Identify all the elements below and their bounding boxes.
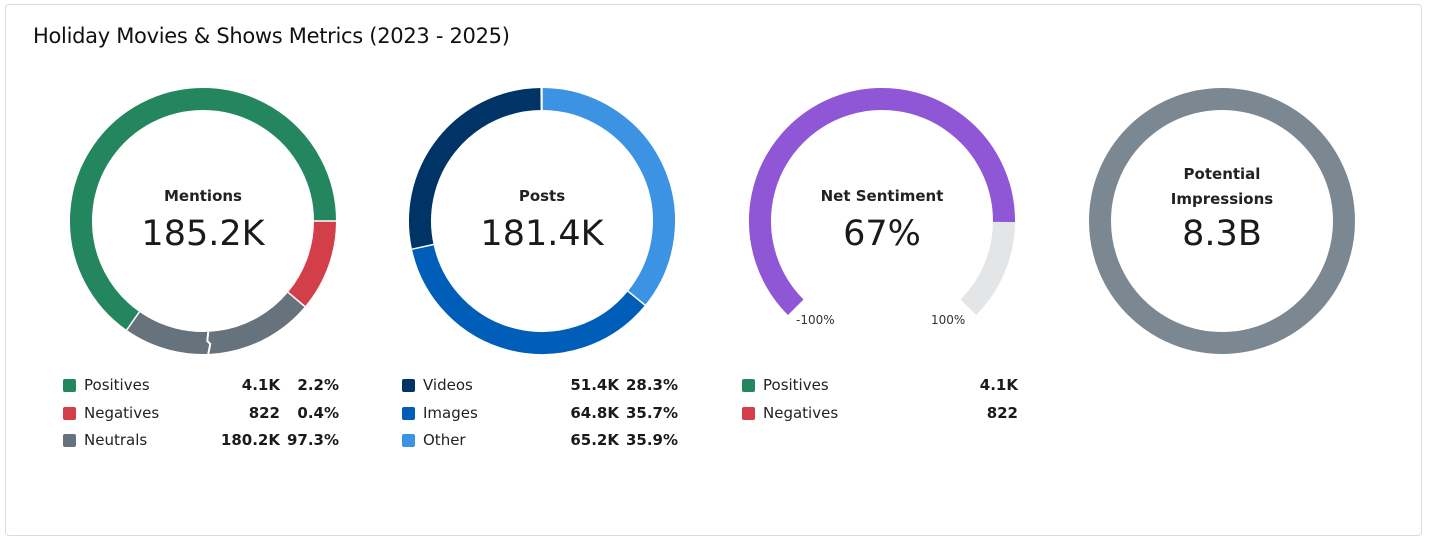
impressions-label-line2: Impressions — [1171, 190, 1273, 208]
gauge-max-label: 100% — [931, 313, 965, 327]
mentions-value: 185.2K — [53, 214, 353, 254]
legend-item-negatives[interactable]: Negatives 822 0.4% — [63, 404, 339, 432]
legend-item-positives[interactable]: Positives 4.1K — [742, 376, 1018, 404]
legend-label: Images — [423, 404, 478, 422]
posts-legend: Videos 51.4K 28.3% Images 64.8K 35.7% Other 6… — [402, 376, 678, 459]
legend-label: Neutrals — [84, 431, 147, 449]
legend-item-negatives[interactable]: Negatives 822 — [742, 404, 1018, 432]
legend-label: Videos — [423, 376, 473, 394]
mentions-legend: Positives 4.1K 2.2% Negatives 822 0.4% Neutr… — [63, 376, 339, 459]
neutrals-segment[interactable] — [133, 299, 296, 343]
posts-widget: Posts 181.4K Videos 51.4K 28.3% Images 64.8… — [392, 0, 692, 519]
legend-pct: 28.3% — [626, 376, 678, 394]
legend-item-neutrals[interactable]: Neutrals 180.2K 97.3% — [63, 431, 339, 459]
sentiment-value: 67% — [732, 214, 1032, 254]
impressions-value: 8.3B — [1072, 214, 1372, 254]
legend-value: 51.4K — [570, 376, 619, 394]
legend-item-positives[interactable]: Positives 4.1K 2.2% — [63, 376, 339, 404]
legend-pct: 35.9% — [626, 431, 678, 449]
legend-value: 822 — [987, 404, 1018, 422]
sentiment-label: Net Sentiment — [732, 187, 1032, 205]
legend-item-other[interactable]: Other 65.2K 35.9% — [402, 431, 678, 459]
legend-label: Negatives — [763, 404, 838, 422]
legend-label: Positives — [763, 376, 829, 394]
legend-value: 65.2K — [570, 431, 619, 449]
positives-swatch — [63, 379, 76, 392]
negatives-swatch — [63, 407, 76, 420]
legend-label: Negatives — [84, 404, 159, 422]
other-swatch — [402, 434, 415, 447]
legend-item-images[interactable]: Images 64.8K 35.7% — [402, 404, 678, 432]
legend-label: Other — [423, 431, 466, 449]
positives-segment[interactable] — [81, 99, 325, 321]
posts-label: Posts — [392, 187, 692, 205]
posts-value: 181.4K — [392, 214, 692, 254]
impressions-widget: Potential Impressions 8.3B — [1072, 0, 1372, 519]
legend-pct: 97.3% — [287, 431, 339, 449]
images-swatch — [402, 407, 415, 420]
legend-item-videos[interactable]: Videos 51.4K 28.3% — [402, 376, 678, 404]
videos-swatch — [402, 379, 415, 392]
impressions-label-line1: Potential — [1184, 165, 1261, 183]
neutrals-swatch — [63, 434, 76, 447]
legend-label: Positives — [84, 376, 150, 394]
mentions-label: Mentions — [53, 187, 353, 205]
legend-value: 822 — [249, 404, 280, 422]
legend-value: 180.2K — [221, 431, 280, 449]
legend-value: 4.1K — [242, 376, 280, 394]
legend-pct: 2.2% — [297, 376, 339, 394]
gauge-min-label: -100% — [796, 313, 835, 327]
legend-pct: 35.7% — [626, 404, 678, 422]
sentiment-widget: Net Sentiment 67% -100% 100% Positives 4.… — [732, 0, 1032, 519]
sentiment-legend: Positives 4.1K Negatives 822 — [742, 376, 1018, 431]
positives-swatch — [742, 379, 755, 392]
legend-value: 64.8K — [570, 404, 619, 422]
images-segment[interactable] — [423, 247, 637, 343]
mentions-widget: Mentions 185.2K Positives 4.1K 2.2% Negati… — [53, 0, 353, 519]
negatives-swatch — [742, 407, 755, 420]
legend-pct: 0.4% — [297, 404, 339, 422]
legend-value: 4.1K — [980, 376, 1018, 394]
impressions-label: Potential Impressions — [1072, 162, 1372, 212]
